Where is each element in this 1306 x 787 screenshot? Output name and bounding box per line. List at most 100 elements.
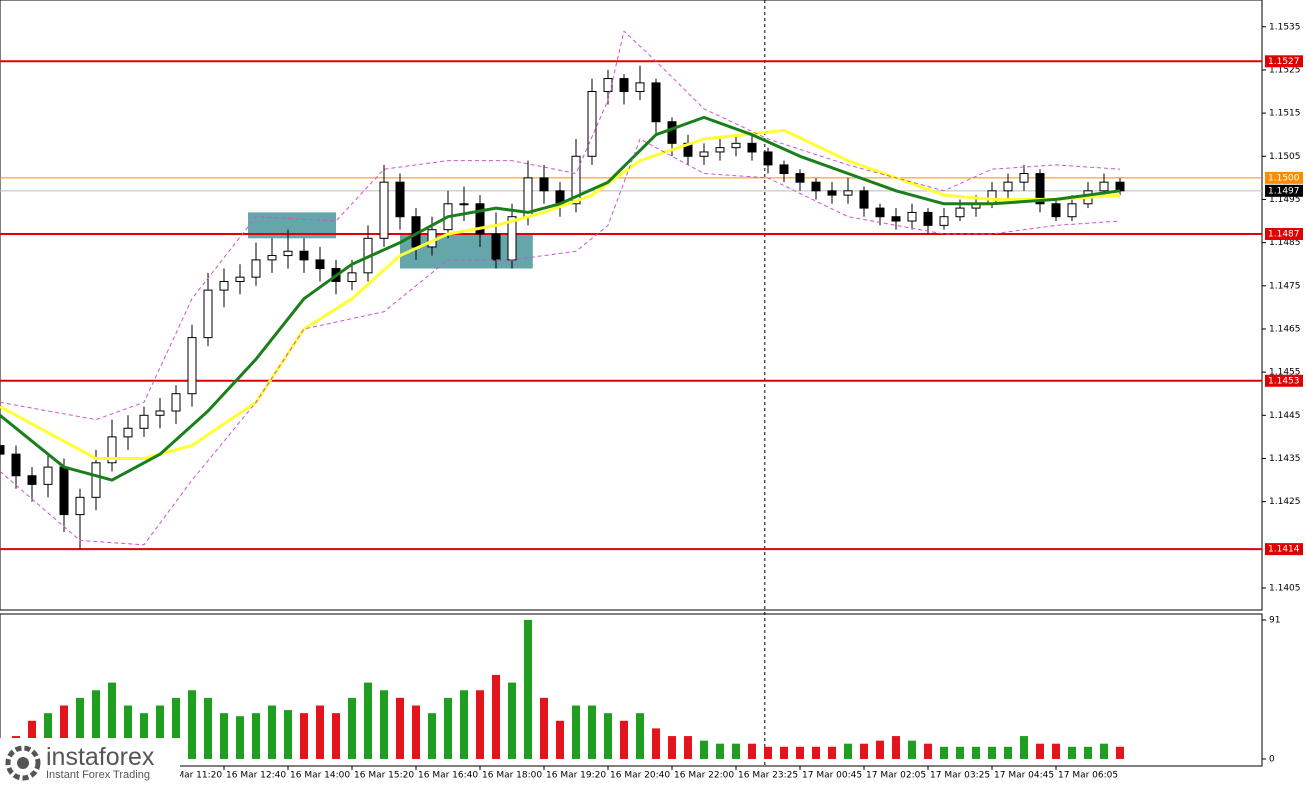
volume-tick-label: 91: [1269, 615, 1280, 625]
x-tick-label: 17 Mar 04:45: [994, 771, 1054, 781]
volume-bar: [540, 697, 548, 759]
volume-bar: [556, 720, 564, 759]
candle-body: [731, 142, 741, 149]
volume-bar: [524, 619, 532, 759]
candle-body: [811, 181, 821, 192]
volume-bar: [1084, 746, 1092, 759]
candle-body: [91, 462, 101, 498]
volume-bar: [940, 746, 948, 759]
x-tick-label: 16 Mar 20:40: [610, 771, 670, 781]
candle-body: [43, 466, 53, 485]
candle-body: [107, 436, 117, 464]
candle-body: [603, 78, 613, 93]
volume-bar: [364, 682, 372, 759]
volume-bar: [252, 713, 260, 759]
volume-bar: [972, 746, 980, 759]
x-tick-label: 16 Mar 19:20: [546, 771, 606, 781]
level-label: 1.1453: [1268, 376, 1300, 386]
volume-bar: [860, 743, 868, 759]
volume-bar: [700, 740, 708, 759]
volume-bar: [1052, 743, 1060, 759]
volume-bar: [748, 743, 756, 759]
level-label-box: [1265, 55, 1303, 68]
volume-bar: [1068, 746, 1076, 759]
volume-bar: [412, 705, 420, 759]
candle-body: [267, 255, 277, 261]
candle-body: [795, 173, 805, 183]
x-tick-label: 16 Mar 14:00: [290, 771, 350, 781]
indicator-line: [0, 30, 1121, 421]
candle-body: [491, 233, 501, 261]
volume-bar: [380, 690, 388, 759]
volume-bar: [892, 736, 900, 759]
candle-body: [987, 190, 997, 205]
candle-body: [891, 216, 901, 222]
candle-body: [699, 151, 709, 157]
candle-body: [75, 496, 85, 516]
volume-bar: [348, 697, 356, 759]
candle-body: [219, 280, 229, 291]
candle-body: [1115, 181, 1125, 192]
volume-bar: [1100, 743, 1108, 759]
candle-body: [1099, 181, 1109, 192]
volume-bar: [124, 705, 132, 759]
volume-bar: [284, 710, 292, 759]
candle-body: [187, 337, 197, 395]
candle-body: [1035, 173, 1045, 205]
candle-body: [459, 203, 469, 206]
volume-bar: [236, 716, 244, 759]
volume-bar: [796, 746, 804, 759]
candle-body: [827, 190, 837, 196]
candle-body: [1003, 181, 1013, 192]
volume-bar: [636, 713, 644, 759]
volume-bar: [60, 705, 68, 759]
candle-body: [1067, 203, 1077, 218]
volume-bar: [652, 728, 660, 759]
volume-bar: [828, 746, 836, 759]
candle-body: [27, 475, 37, 485]
level-label: 1.1527: [1268, 57, 1300, 67]
volume-bar: [172, 697, 180, 759]
last-price-box: [1265, 184, 1303, 197]
candle-body: [571, 155, 581, 205]
candle-body: [939, 216, 949, 226]
volume-bar: [684, 736, 692, 759]
x-tick-label: 17 Mar 02:05: [866, 771, 926, 781]
volume-frame: [0, 613, 1263, 767]
volume-bar: [444, 697, 452, 759]
candle-body: [1019, 173, 1029, 183]
candle-body: [379, 181, 389, 239]
candle-body: [11, 453, 21, 477]
level-label-box: [1265, 543, 1303, 556]
candle-body: [347, 272, 357, 282]
volume-bar: [1020, 736, 1028, 759]
volume-bar: [428, 713, 436, 759]
logo-tagline: Instant Forex Trading: [46, 768, 150, 781]
x-tick-label: 16 Mar 15:20: [354, 771, 414, 781]
volume-bar: [668, 736, 676, 759]
candle-body: [315, 259, 325, 270]
volume-bar: [732, 743, 740, 759]
level-label: 1.1500: [1268, 173, 1300, 183]
volume-bar: [956, 746, 964, 759]
candle-body: [667, 121, 677, 144]
candle-body: [923, 211, 933, 226]
candle-body: [235, 276, 245, 282]
volume-bar: [460, 690, 468, 759]
volume-bar: [156, 705, 164, 759]
candle-body: [587, 91, 597, 157]
volume-bar: [812, 746, 820, 759]
y-tick-label: 1.1405: [1269, 583, 1301, 593]
y-tick-label: 1.1485: [1269, 238, 1301, 248]
x-tick-label: 17 Mar 06:05: [1058, 771, 1118, 781]
volume-bar: [220, 713, 228, 759]
volume-bar: [508, 682, 516, 759]
volume-bar: [876, 740, 884, 759]
volume-bar: [908, 740, 916, 759]
y-tick-label: 1.1435: [1269, 454, 1301, 464]
candle-body: [779, 164, 789, 175]
candle-body: [171, 393, 181, 412]
volume-bar: [1004, 746, 1012, 759]
